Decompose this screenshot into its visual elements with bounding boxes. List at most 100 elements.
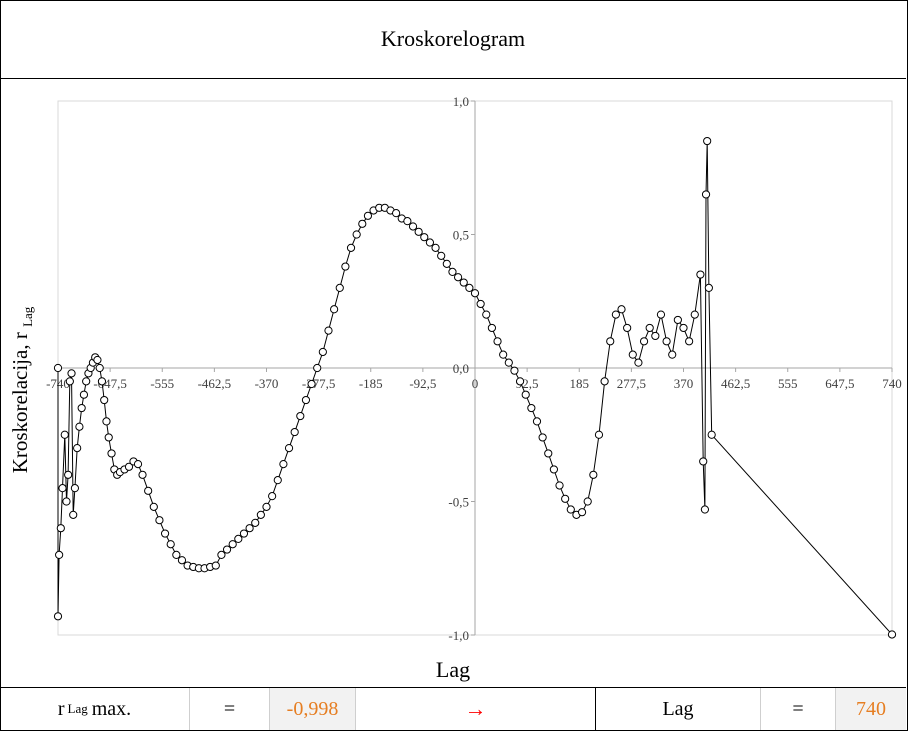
lag-value: 740 — [836, 688, 906, 730]
data-point — [679, 323, 688, 333]
data-point — [177, 556, 187, 565]
x-tick-label: -370 — [255, 376, 279, 391]
data-point — [583, 497, 592, 506]
data-point — [75, 422, 84, 431]
data-point — [662, 337, 671, 346]
data-point — [437, 251, 446, 260]
data-point — [499, 350, 508, 359]
chart-title-text: Kroskorelogram — [380, 26, 526, 51]
data-point — [690, 310, 699, 319]
data-point — [425, 238, 435, 247]
x-tick-label: 185 — [570, 376, 590, 391]
data-point — [144, 486, 153, 495]
x-tick-label: -555 — [150, 376, 174, 391]
data-point — [887, 630, 897, 639]
data-point — [262, 502, 271, 511]
data-point — [617, 305, 626, 314]
right-arrow-icon: → — [356, 688, 596, 730]
data-point — [448, 267, 457, 276]
data-point — [234, 534, 243, 543]
equals-sign-1: = — [190, 688, 270, 730]
data-point — [296, 411, 305, 421]
y-axis-label-text: Kroskorelacija, r — [8, 332, 32, 474]
data-point — [707, 430, 716, 439]
data-point — [341, 262, 350, 271]
data-point — [656, 310, 666, 319]
data-point — [589, 470, 598, 479]
data-point — [521, 390, 530, 399]
data-point — [673, 315, 682, 325]
data-point — [639, 337, 649, 346]
data-point — [363, 211, 373, 220]
data-point — [93, 355, 102, 365]
data-point — [273, 476, 282, 485]
x-tick-label: -647,5 — [93, 376, 127, 391]
data-point — [453, 273, 463, 282]
series-line — [57, 140, 893, 635]
data-point — [703, 136, 712, 146]
lag-label: Lag — [596, 688, 761, 730]
x-tick-label: 740 — [882, 376, 902, 391]
data-point — [566, 505, 575, 514]
x-tick-label: 370 — [674, 376, 694, 391]
data-point — [155, 516, 164, 525]
data-point — [313, 363, 322, 373]
data-point — [256, 510, 265, 519]
y-tick-label: -0,5 — [448, 495, 469, 510]
data-point — [515, 377, 525, 386]
data-point — [160, 529, 170, 538]
data-point — [527, 403, 536, 413]
data-point — [239, 529, 249, 538]
data-point — [133, 460, 143, 469]
r-label-sub: Lag — [67, 701, 88, 716]
x-tick-label: 647,5 — [825, 376, 854, 391]
data-point — [685, 337, 694, 346]
data-point — [284, 444, 294, 453]
data-point — [476, 299, 485, 309]
data-point — [166, 540, 175, 549]
data-point — [555, 481, 564, 490]
data-point — [408, 222, 418, 231]
x-tick-label: -462,5 — [198, 376, 232, 391]
y-tick-label: 0,5 — [453, 228, 469, 243]
x-tick-label: -92,5 — [409, 376, 436, 391]
data-point — [77, 403, 86, 413]
y-axis-label: Kroskorelacija, r Lag — [8, 307, 36, 474]
plot-area: -740 -647,5 -555 -462,5 -370 -277,5 -185 -92,5 0… — [0, 79, 906, 687]
data-point — [290, 427, 299, 437]
data-point — [532, 417, 542, 426]
data-point — [58, 484, 67, 493]
data-point — [510, 366, 519, 375]
x-tick-label: 462,5 — [721, 376, 750, 391]
data-point — [149, 502, 158, 511]
data-point — [487, 323, 497, 333]
data-point — [53, 363, 63, 373]
data-point — [704, 283, 713, 292]
y-axis-label-sub: Lag — [20, 306, 36, 327]
data-point — [65, 377, 74, 386]
data-point — [73, 444, 82, 453]
y-tick-label: -1,0 — [448, 628, 469, 643]
data-point — [217, 550, 226, 559]
data-point — [251, 518, 260, 527]
data-point — [699, 457, 708, 466]
x-tick-label: 0 — [472, 376, 479, 391]
stats-row: r Lag max. = -0,998 → Lag = 740 — [0, 687, 906, 730]
data-point — [645, 323, 654, 333]
data-point — [100, 395, 109, 405]
data-point — [245, 524, 254, 533]
data-point — [668, 350, 677, 359]
x-axis-label: Lag — [435, 657, 471, 682]
data-point — [431, 243, 440, 252]
data-point — [222, 545, 232, 554]
data-point — [414, 227, 423, 236]
equals-sign-2: = — [761, 688, 836, 730]
data-point — [493, 337, 502, 346]
data-point — [465, 283, 474, 292]
data-point — [600, 377, 609, 386]
data-point — [352, 230, 361, 239]
data-point — [623, 323, 632, 333]
data-point — [95, 363, 104, 373]
data-point — [696, 270, 705, 279]
data-point — [470, 289, 480, 298]
